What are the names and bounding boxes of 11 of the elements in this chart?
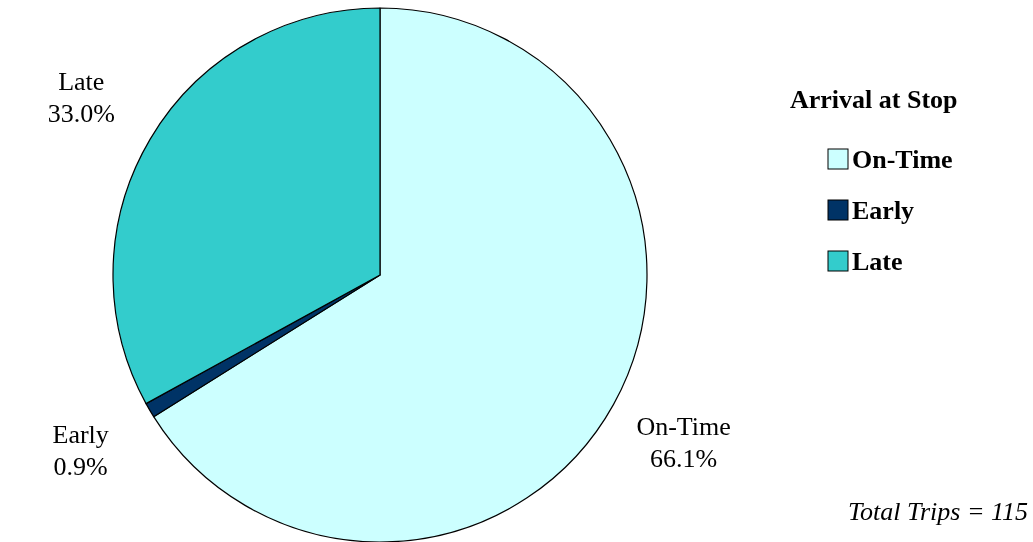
slice-label: Early <box>52 419 109 449</box>
legend-label: On-Time <box>852 145 953 174</box>
data-label: 0.9% <box>53 451 108 481</box>
text: Total Trips = 115 <box>847 497 1028 526</box>
legend-title: Arrival at Stop <box>790 85 958 114</box>
data-label: 33.0% <box>47 99 115 129</box>
slice-label: Late <box>58 67 105 97</box>
slice-label: On-Time <box>636 412 731 442</box>
legend-label: Early <box>852 196 915 225</box>
data-label: 66.1% <box>650 444 718 474</box>
legend-label: Late <box>852 247 903 276</box>
